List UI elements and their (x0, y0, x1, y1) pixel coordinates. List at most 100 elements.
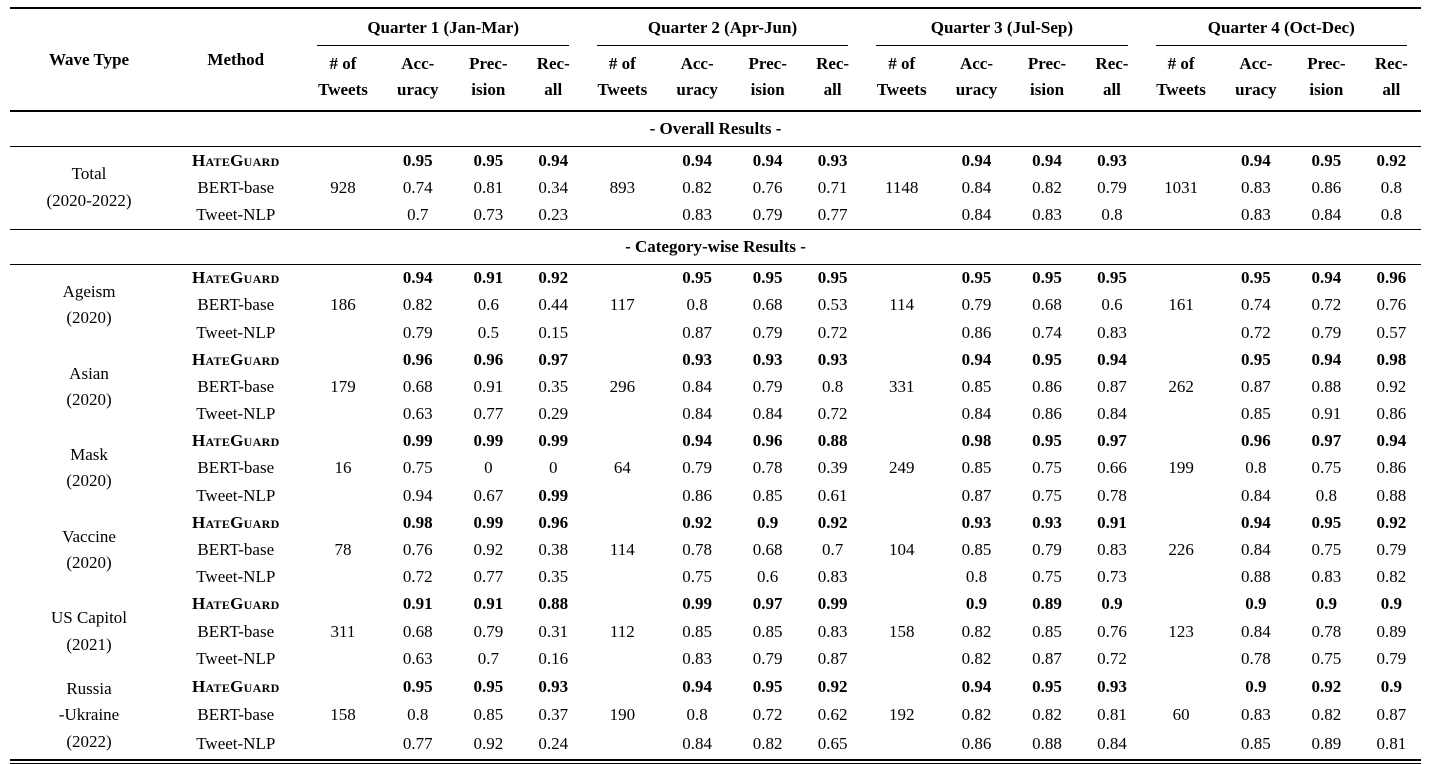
metric-cell: 0.23 (538, 204, 569, 224)
metric-cell: 0.95 (402, 150, 433, 170)
metric-cell: 0.83 (1097, 540, 1127, 560)
col-header-method: Method (168, 8, 304, 112)
metric-header-line: Acc- (680, 54, 714, 73)
tweets-cell (303, 482, 382, 509)
col-header-q2-precision: Prec-ision (732, 46, 803, 112)
metric-cell: 0.79 (752, 322, 783, 342)
section-title: - Overall Results - (10, 110, 1421, 147)
tweets-cell (1142, 201, 1221, 229)
metric-cell: 0.85 (1240, 734, 1271, 754)
metric-header-line: ision (471, 79, 506, 99)
tweets-cell: 226 (1168, 540, 1194, 560)
metric-cell: 0.72 (1240, 322, 1271, 342)
metric-cell: 0.85 (682, 621, 712, 641)
metric-cell: 0.93 (817, 150, 848, 170)
metric-cell: 0.61 (817, 485, 848, 505)
tweets-cell: 112 (609, 621, 635, 641)
metric-cell: 0.85 (752, 621, 783, 641)
metric-cell: 0.83 (1240, 177, 1271, 197)
header-row-quarters: Wave Type Method Quarter 1 (Jan-Mar) Qua… (10, 8, 1421, 112)
metric-cell: 0.75 (402, 458, 433, 478)
tweets-cell (303, 730, 382, 760)
method-cell: BERT-base (197, 376, 275, 396)
wave-type-line: US Capitol (50, 608, 128, 628)
metric-header-line: Acc- (401, 54, 435, 73)
tweets-cell (862, 645, 941, 672)
metric-cell: 0.94 (1240, 512, 1271, 532)
metric-cell: 0.8 (1101, 204, 1123, 224)
tweets-cell (862, 319, 941, 346)
metric-cell: 0.67 (473, 485, 504, 505)
method-cell: Tweet-NLP (196, 734, 276, 754)
metric-cell: 0.9 (1101, 594, 1123, 614)
metric-cell: 0.8 (1315, 485, 1338, 505)
metric-cell: 0.87 (1376, 705, 1407, 725)
metric-cell: 0.15 (538, 322, 569, 342)
metric-cell: 0.68 (402, 376, 433, 396)
col-header-q4-accuracy: Acc-uracy (1220, 46, 1292, 112)
metric-cell: 0.84 (961, 204, 992, 224)
metric-cell: 0.94 (961, 150, 992, 170)
metric-cell: 0.93 (752, 349, 783, 369)
results-table-container: Wave Type Method Quarter 1 (Jan-Mar) Qua… (10, 7, 1421, 764)
tweets-cell (583, 401, 662, 428)
metric-header-line: Rec- (1374, 54, 1408, 73)
col-header-quarter-3: Quarter 3 (Jul-Sep) (862, 8, 1141, 46)
metric-header-line: ision (1030, 79, 1065, 99)
metric-cell: 0.95 (1311, 150, 1342, 170)
metric-cell: 0.94 (1311, 349, 1342, 369)
tweets-cell (583, 201, 662, 229)
metric-cell: 0.79 (473, 621, 504, 641)
wave-type-line: (2020-2022) (46, 190, 132, 210)
tweets-cell (303, 319, 382, 346)
col-header-q2-accuracy: Acc-uracy (661, 46, 733, 112)
metric-header-line: Prec- (469, 54, 508, 73)
metric-cell: 0.29 (538, 404, 569, 424)
metric-cell: 0.96 (402, 349, 433, 369)
metric-cell: 0.96 (1240, 431, 1271, 451)
metric-cell: 0.97 (752, 594, 783, 614)
tweets-cell (1142, 428, 1221, 455)
metric-header-line: Tweets (1156, 79, 1206, 99)
tweets-cell (303, 201, 382, 229)
method-cell: HateGuard (191, 594, 280, 614)
metric-cell: 0.94 (682, 431, 712, 451)
metric-cell: 0.8 (821, 376, 844, 396)
wave-type-cell: US Capitol (2021) (10, 591, 168, 673)
tweets-cell (583, 428, 662, 455)
wave-type-cell: Ageism (2020) (10, 264, 168, 346)
col-header-q4-recall: Rec-all (1361, 46, 1421, 112)
table-row: Asian (2020) HateGuard 0.96 0.96 0.97 0.93 0.93… (10, 346, 1421, 409)
metric-cell: 0.86 (682, 485, 712, 505)
tweets-cell: 158 (888, 621, 915, 641)
metric-cell: 0.5 (477, 322, 499, 342)
table-row: Tweet-NLP 0.7 0.73 0.23 0.83 0.79 0.77 0.84 0.83… (10, 201, 1421, 229)
metric-cell: 0.7 (477, 648, 499, 668)
metric-cell: 0.75 (1032, 567, 1062, 587)
table-row: Total (2020-2022) HateGuard 0.95 0.95 0.94 0.9… (10, 147, 1421, 210)
metric-cell: 0.89 (1032, 594, 1062, 614)
tweets-cell: 158 (330, 705, 356, 725)
col-header-q1-precision: Prec-ision (453, 46, 524, 112)
metric-cell: 0.98 (1376, 349, 1407, 369)
tweets-cell (862, 672, 941, 701)
metric-cell: 0.75 (1032, 485, 1062, 505)
wave-type-line: (2022) (66, 731, 112, 751)
metric-cell: 0.92 (682, 512, 712, 532)
metric-cell: 0.75 (1311, 648, 1342, 668)
metric-cell: 0.82 (961, 648, 992, 668)
metric-cell: 0.96 (752, 431, 783, 451)
metric-cell: 0.9 (1245, 594, 1267, 614)
metric-cell: 0.91 (1311, 404, 1342, 424)
metric-cell: 0.6 (477, 295, 499, 315)
section-title: - Category-wise Results - (10, 228, 1421, 265)
col-header-q1-accuracy: Acc-uracy (382, 46, 454, 112)
metric-cell: 0.95 (1032, 431, 1062, 451)
col-header-q2-recall: Rec-all (802, 46, 863, 112)
table-row: BERT-base 928 0.74 0.81 0.34 893 0.82 0.76 0.71 1… (10, 174, 1421, 201)
tweets-cell: 296 (609, 376, 636, 396)
metric-cell: 0.82 (961, 621, 992, 641)
metric-cell: 0.85 (752, 485, 783, 505)
tweets-cell (583, 645, 662, 672)
metric-cell: 0.97 (1097, 431, 1127, 451)
